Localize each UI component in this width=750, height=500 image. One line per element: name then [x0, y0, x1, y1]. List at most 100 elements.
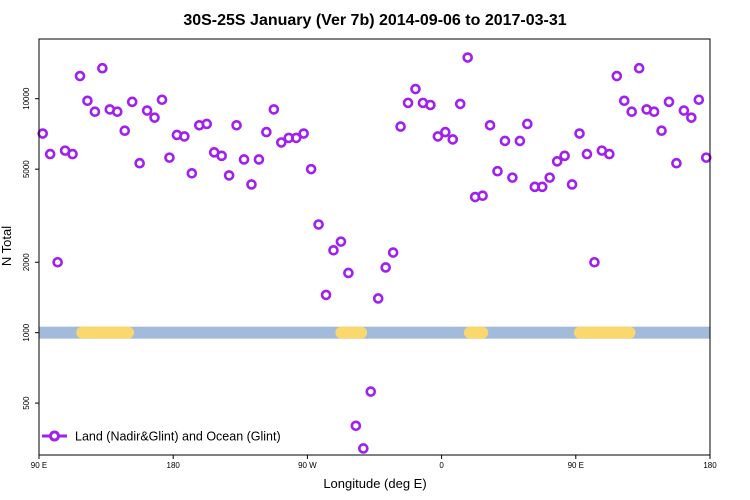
- data-point: [298, 128, 309, 139]
- data-point: [358, 443, 369, 454]
- data-point: [700, 152, 712, 163]
- plot-frame: [38, 38, 711, 456]
- x-axis-label: Longitude (deg E): [323, 476, 426, 491]
- data-point: [454, 98, 466, 110]
- axes: 90 E 180 90 W 0 90 E 180 500 1000 2000 5000 10000: [22, 87, 717, 470]
- data-point: [365, 386, 377, 397]
- data-point: [604, 148, 615, 160]
- data-point: [477, 190, 488, 202]
- data-point: [238, 154, 250, 165]
- land-segment: [463, 326, 489, 339]
- data-point: [126, 96, 138, 108]
- data-point: [626, 106, 638, 118]
- chart-title: 30S-25S January (Ver 7b) 2014-09-06 to 2…: [183, 12, 566, 29]
- data-point: [134, 157, 145, 169]
- land-segment: [335, 326, 368, 339]
- data-point: [82, 95, 93, 107]
- data-point: [164, 152, 175, 163]
- data-point: [559, 150, 570, 162]
- data-point: [261, 126, 272, 138]
- data-point: [343, 267, 354, 279]
- data-point: [693, 94, 705, 106]
- data-point: [589, 256, 600, 268]
- data-point: [380, 262, 391, 273]
- data-point: [119, 125, 131, 136]
- data-point: [305, 163, 317, 175]
- y-tick-label: 2000: [22, 253, 31, 271]
- data-point: [89, 106, 101, 118]
- data-point: [581, 148, 593, 160]
- data-point: [633, 62, 645, 74]
- data-point: [350, 420, 362, 432]
- x-tick-label: 90 E: [568, 461, 584, 470]
- data-point: [566, 179, 578, 190]
- data-point: [253, 154, 265, 165]
- land-segment: [573, 326, 636, 339]
- data-point: [37, 128, 49, 139]
- data-point: [522, 118, 533, 130]
- y-axis-label: N Total: [0, 226, 14, 266]
- data-point: [44, 148, 56, 160]
- data-point: [551, 156, 563, 167]
- data-point: [656, 125, 667, 136]
- data-point: [536, 181, 548, 193]
- ocean-band: [39, 326, 710, 339]
- data-point: [268, 104, 280, 115]
- data-point: [395, 121, 406, 132]
- land-segment: [76, 326, 135, 339]
- y-tick-label: 10000: [22, 87, 31, 110]
- data-point: [335, 236, 347, 247]
- data-point: [52, 256, 63, 268]
- data-point: [507, 172, 518, 183]
- data-point: [320, 289, 332, 301]
- data-point: [97, 62, 108, 74]
- data-point: [663, 96, 675, 108]
- data-point: [686, 112, 697, 123]
- data-point: [328, 244, 339, 256]
- data-point: [186, 167, 198, 179]
- data-point: [484, 119, 496, 131]
- data-point: [574, 128, 585, 139]
- data-point: [678, 105, 690, 116]
- data-point: [141, 105, 153, 116]
- legend-marker: [49, 430, 60, 442]
- y-tick-label: 5000: [22, 160, 31, 178]
- data-point: [499, 135, 511, 147]
- data-point: [387, 247, 399, 258]
- data-point: [447, 134, 459, 145]
- data-point: [648, 106, 660, 118]
- x-tick-label: 90 W: [298, 461, 317, 470]
- data-point: [402, 97, 414, 109]
- data-point: [231, 119, 242, 131]
- data-point: [611, 70, 623, 82]
- data-point: [462, 52, 473, 63]
- x-tick-label: 90 E: [31, 461, 47, 470]
- data-point: [179, 131, 190, 142]
- data-point: [544, 172, 556, 183]
- data-point: [410, 83, 421, 95]
- data-point: [290, 132, 302, 144]
- x-tick-label: 180: [703, 461, 717, 470]
- data-point: [432, 131, 444, 142]
- data-point: [618, 95, 630, 107]
- data-point: [111, 106, 123, 118]
- data-point: [156, 94, 168, 106]
- data-point: [671, 157, 682, 169]
- data-series: [37, 52, 712, 454]
- legend: Land (Nadir&Glint) and Ocean (Glint): [42, 430, 281, 444]
- data-point: [514, 135, 526, 147]
- data-point: [372, 293, 384, 304]
- data-point: [67, 148, 78, 160]
- data-point: [74, 70, 86, 82]
- data-point: [276, 137, 287, 148]
- data-point: [246, 179, 257, 190]
- data-point: [149, 112, 160, 123]
- y-tick-label: 500: [22, 396, 31, 410]
- data-point: [223, 170, 235, 181]
- data-point: [313, 219, 324, 230]
- x-tick-label: 0: [439, 461, 444, 470]
- data-point: [440, 126, 451, 138]
- data-point: [216, 150, 227, 162]
- legend-label: Land (Nadir&Glint) and Ocean (Glint): [75, 430, 281, 444]
